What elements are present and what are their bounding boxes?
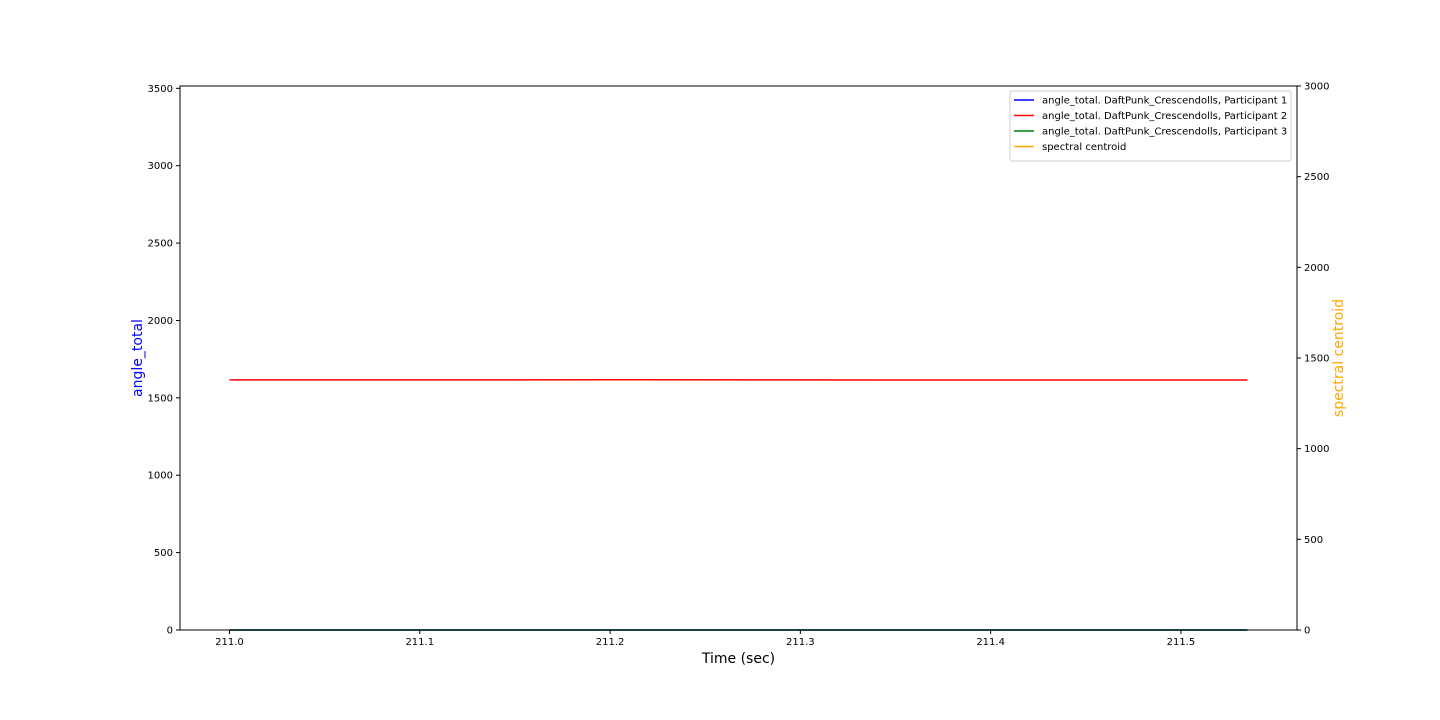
x-tick-label: 211.1 [405,637,434,648]
legend: angle_total. DaftPunk_Crescendolls, Part… [1009,90,1292,162]
y-left-tick-label: 0 [167,626,173,637]
y-left-tick-label: 1500 [148,393,173,404]
y-right-tick-label: 1500 [1304,354,1329,365]
x-axis: 211.0 211.1 211.2 211.3 211.4 211.5 [215,630,1195,648]
y-left-tick-label: 1000 [148,471,173,482]
plot-frame [179,85,1298,631]
y-right-axis: 0 500 1000 1500 2000 2500 3000 [1297,82,1329,637]
x-tick-label: 211.2 [596,637,625,648]
y-right-tick-label: 500 [1304,535,1323,546]
y-left-tick-label: 2000 [148,316,173,327]
y-right-tick-label: 2500 [1304,172,1329,183]
y-right-tick-label: 2000 [1304,263,1329,274]
y-left-tick-label: 3500 [148,84,173,95]
y-left-tick-label: 2500 [148,239,173,250]
x-tick-label: 211.5 [1167,637,1196,648]
x-axis-label: Time (sec) [701,651,775,667]
x-tick-label: 211.0 [215,637,244,648]
y-left-axis-label: angle_total [130,319,146,397]
legend-box [1009,90,1292,162]
y-right-tick-label: 3000 [1304,82,1329,93]
y-left-tick-label: 500 [154,548,173,559]
y-right-axis-label: spectral centroid [1331,299,1347,417]
y-left-axis: 0 500 1000 1500 2000 2500 3000 3500 [148,84,180,637]
series-layer [229,378,1248,631]
y-right-tick-label: 1000 [1304,444,1329,455]
legend-entry-2: angle_total. DaftPunk_Crescendolls, Part… [1042,111,1287,122]
legend-entry-3: angle_total. DaftPunk_Crescendolls, Part… [1042,127,1287,138]
legend-entry-1: angle_total. DaftPunk_Crescendolls, Part… [1042,96,1287,107]
legend-entry-4: spectral centroid [1042,142,1126,153]
x-tick-label: 211.4 [976,637,1005,648]
x-tick-label: 211.3 [786,637,815,648]
y-right-tick-label: 0 [1304,626,1310,637]
y-left-tick-label: 3000 [148,161,173,172]
